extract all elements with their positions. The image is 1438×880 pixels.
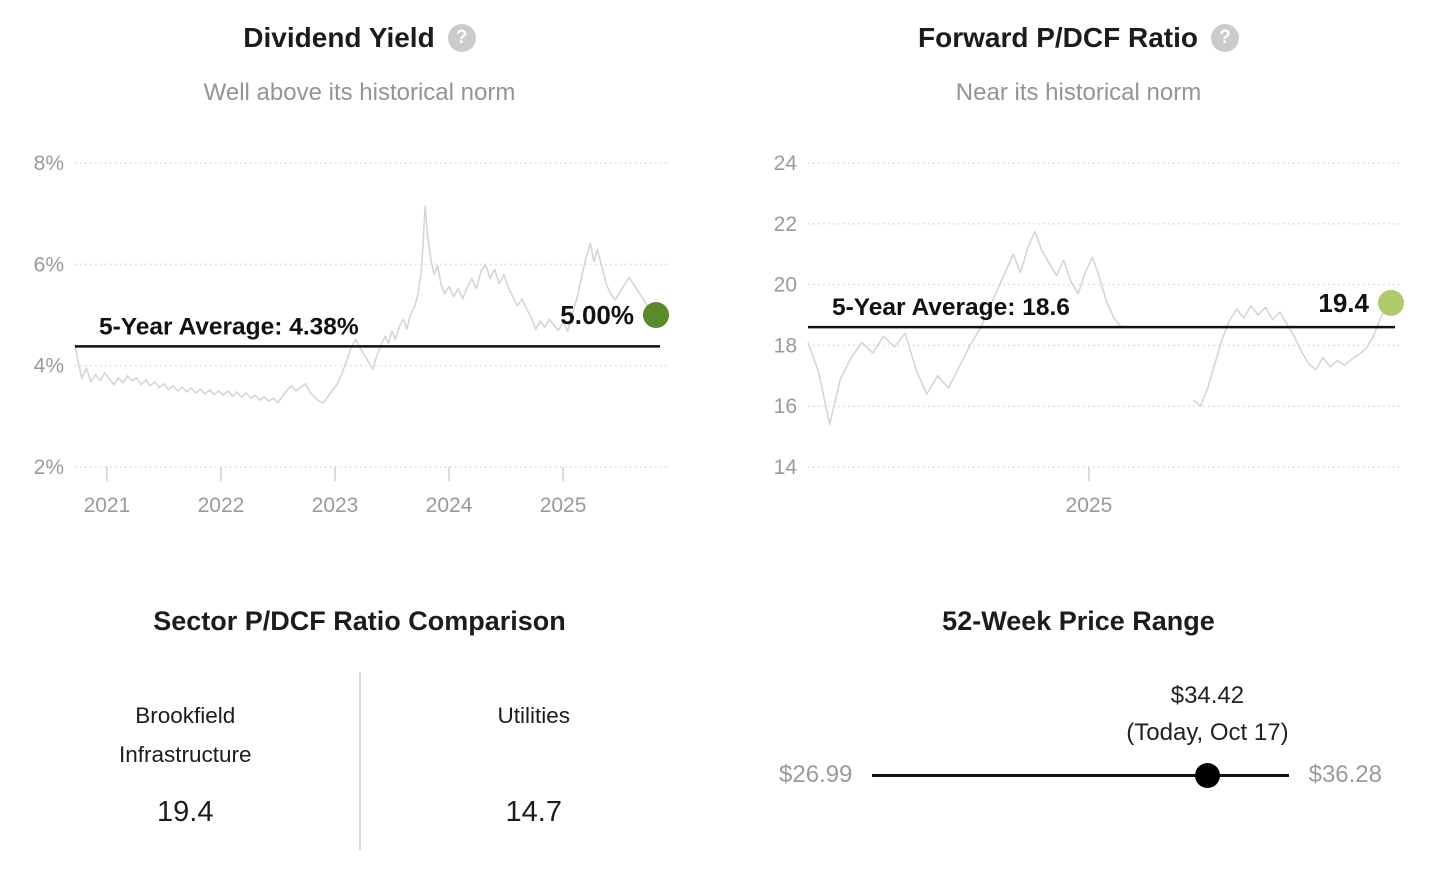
sector-comparison-title: Sector P/DCF Ratio Comparison [153,606,566,636]
dividend-yield-subtitle: Well above its historical norm [203,79,516,106]
svg-text:22: 22 [774,213,797,236]
svg-text:2023: 2023 [312,494,359,517]
question-mark-glyph: ? [455,27,468,48]
dividend-yield-chart: 8% 6% 4% 2% 2021 2022 2023 2024 2025 5-Year Avera… [34,152,669,517]
help-icon[interactable]: ? [1211,24,1239,52]
svg-text:2%: 2% [34,456,64,479]
range-low-label: $26.99 [779,761,853,788]
svg-text:5.00%: 5.00% [560,300,634,330]
svg-text:4%: 4% [34,355,64,378]
comparison-label: Brookfield Infrastructure [12,696,359,780]
range-high-label: $36.28 [1308,761,1382,788]
svg-text:16: 16 [774,395,797,418]
comparison-label-line: Utilities [497,703,570,728]
svg-text:14: 14 [774,456,798,479]
svg-text:2025: 2025 [540,494,587,517]
comparison-label: Utilities [361,696,708,780]
forward-pdcf-title: Forward P/DCF Ratio [917,22,1198,53]
forward-pdcf-panel: Forward P/DCF Ratio ? Near its historica… [719,0,1438,560]
sector-comparison-table: Brookfield Infrastructure 19.4 Utilities… [12,672,707,850]
svg-text:8%: 8% [34,152,64,175]
vertical-divider [358,672,361,850]
svg-text:5-Year Average: 4.38%: 5-Year Average: 4.38% [99,313,359,340]
help-icon[interactable]: ? [447,24,476,52]
dividend-yield-panel: Dividend Yield ? Well above its historic… [0,0,719,560]
svg-text:20: 20 [774,274,797,297]
svg-text:2021: 2021 [84,494,131,517]
svg-text:2025: 2025 [1066,494,1113,517]
sector-comparison-panel: Sector P/DCF Ratio Comparison Brookfield… [0,560,719,880]
dividend-yield-title: Dividend Yield [243,22,435,53]
current-price: $34.42 [1170,681,1245,709]
svg-text:6%: 6% [34,253,64,276]
current-price-note: (Today, Oct 17) [1126,718,1289,746]
forward-pdcf-header: Forward P/DCF Ratio ? [719,22,1438,54]
svg-text:19.4: 19.4 [1318,288,1369,318]
current-price-dot [1194,762,1220,788]
dividend-yield-header: Dividend Yield ? [0,22,719,54]
comparison-value: 19.4 [157,796,214,828]
current-price-label: $34.42 (Today, Oct 17) [1126,677,1288,751]
svg-text:5-Year Average: 18.6: 5-Year Average: 18.6 [832,294,1070,321]
range-track: $34.42 (Today, Oct 17) [872,682,1289,788]
comparison-label-line: Brookfield [135,703,236,728]
svg-text:2022: 2022 [198,494,245,517]
question-mark-glyph: ? [1219,27,1231,48]
comparison-label-line: Infrastructure [118,742,252,767]
forward-pdcf-chart: 24 22 20 18 16 14 2025 5-Year Average: 18.6 19.4 [774,152,1404,517]
svg-text:24: 24 [774,152,798,175]
price-range-slider: $26.99 $34.42 (Today, Oct 17) $36.28 [779,682,1382,798]
price-range-title: 52-Week Price Range [942,606,1215,636]
comparison-cell-brookfield: Brookfield Infrastructure 19.4 [12,672,359,850]
forward-pdcf-subtitle: Near its historical norm [955,79,1202,106]
comparison-cell-utilities: Utilities 14.7 [361,672,708,850]
svg-text:18: 18 [774,334,797,357]
svg-text:2024: 2024 [426,494,473,517]
price-range-panel: 52-Week Price Range $26.99 $34.42 (Today… [719,560,1438,880]
comparison-value: 14.7 [505,796,562,828]
